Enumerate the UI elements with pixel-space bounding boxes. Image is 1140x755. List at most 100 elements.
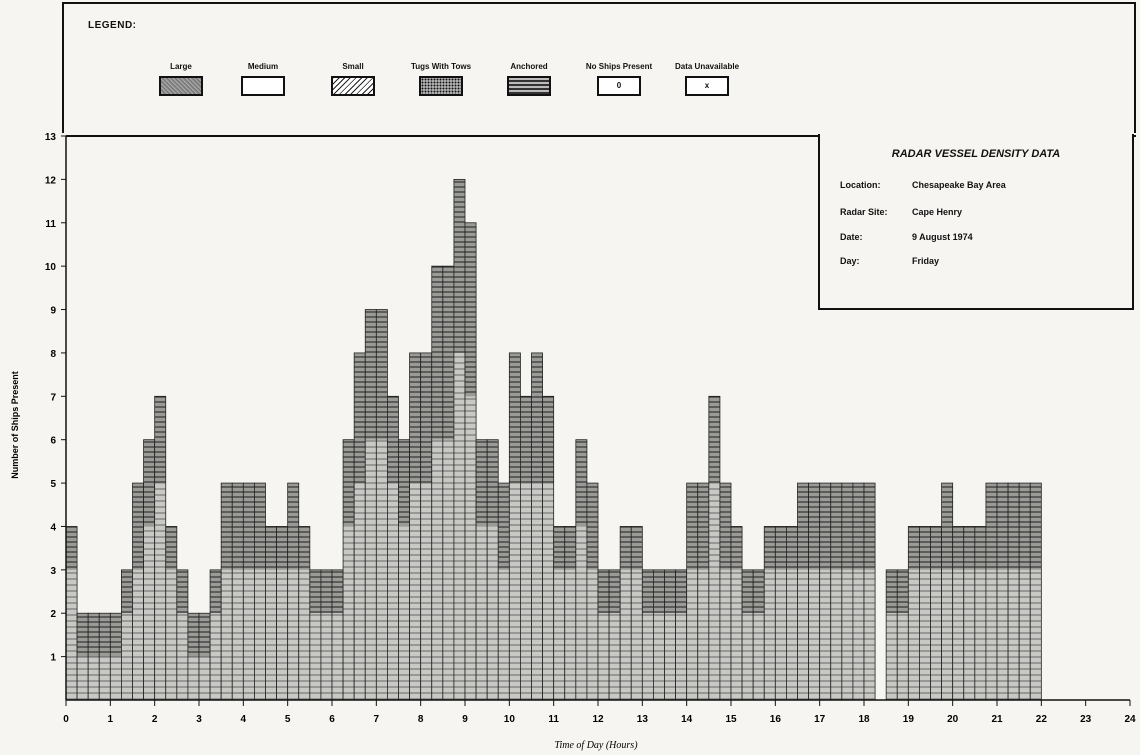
- bar-segment: [841, 483, 853, 570]
- bar-segment: [653, 613, 665, 700]
- bar-segment: [864, 483, 876, 570]
- bar: [564, 526, 577, 701]
- bar-segment: [797, 483, 809, 570]
- bar: [830, 482, 843, 701]
- legend-item-na: Data Unavailable x: [662, 30, 752, 96]
- bar: [242, 482, 255, 701]
- bar-segment: [431, 266, 443, 440]
- bar-segment: [886, 613, 898, 700]
- bar: [608, 569, 621, 701]
- legend-item-tugs: Tugs With Tows: [396, 30, 486, 96]
- x-tick-label: 6: [329, 714, 335, 725]
- bar: [464, 222, 477, 701]
- bar-segment: [631, 526, 643, 570]
- bar-segment: [376, 439, 388, 700]
- x-tick-label: 20: [947, 714, 959, 725]
- bar-segment: [808, 569, 820, 700]
- bar: [387, 395, 399, 701]
- bar-segment: [387, 396, 399, 484]
- bar: [65, 526, 78, 701]
- bar-segment: [1008, 569, 1020, 700]
- info-key: Radar Site:: [840, 207, 888, 217]
- y-tick-label: 13: [45, 132, 57, 143]
- bar-segment: [675, 569, 687, 614]
- legend-label: Medium: [247, 62, 279, 71]
- bar-segment: [132, 569, 144, 700]
- bar-segment: [808, 483, 820, 570]
- bar: [132, 482, 144, 701]
- y-tick-label: 6: [50, 436, 56, 447]
- bar-segment: [487, 526, 499, 700]
- x-tick-label: 15: [725, 714, 737, 725]
- bar-segment: [564, 569, 576, 700]
- bar: [287, 482, 300, 701]
- bar-segment: [609, 569, 621, 614]
- bar: [930, 526, 942, 701]
- bar-segment: [609, 613, 621, 700]
- legend-label: Small: [342, 62, 364, 71]
- bar-segment: [575, 439, 587, 527]
- bar-segment: [498, 483, 510, 570]
- bar: [320, 569, 333, 701]
- bar-segment: [919, 569, 931, 700]
- bar-segment: [564, 526, 576, 570]
- bar-segment: [642, 613, 654, 700]
- bar-segment: [132, 483, 144, 570]
- bar-segment: [465, 396, 477, 700]
- bar-segment: [332, 613, 344, 700]
- bar-segment: [797, 569, 809, 700]
- bar-segment: [232, 483, 244, 570]
- bar-segment: [531, 352, 543, 484]
- bar-segment: [697, 483, 709, 570]
- bar-segment: [520, 483, 532, 700]
- x-tick-label: 21: [991, 714, 1003, 725]
- bar-segment: [376, 309, 388, 440]
- legend-item-small: Small: [308, 30, 398, 96]
- info-key: Date:: [840, 232, 863, 242]
- bar: [431, 265, 444, 701]
- bar: [342, 439, 355, 701]
- bar: [819, 482, 832, 701]
- bar-segment: [753, 569, 765, 614]
- bar-segment: [708, 483, 720, 700]
- bar-segment: [320, 613, 332, 700]
- bar: [974, 526, 987, 701]
- bar-segment: [708, 396, 720, 484]
- bar-segment: [66, 569, 78, 700]
- bar-segment: [221, 569, 233, 700]
- legend-label: Anchored: [510, 62, 548, 71]
- y-tick-label: 10: [45, 262, 57, 273]
- bar-segment: [642, 569, 654, 614]
- bar-segment: [154, 396, 166, 484]
- x-tick-label: 7: [374, 714, 380, 725]
- bar-segment: [176, 613, 188, 700]
- bar: [143, 439, 156, 701]
- bar-segment: [88, 613, 100, 657]
- bar: [364, 309, 377, 701]
- bar-segment: [719, 569, 731, 700]
- bar-segment: [420, 352, 432, 484]
- y-tick-label: 11: [45, 219, 56, 230]
- bar: [797, 482, 809, 701]
- bar-segment: [997, 569, 1009, 700]
- bar-segment: [354, 483, 366, 700]
- bar-segment: [199, 613, 211, 657]
- bar-segment: [77, 656, 89, 700]
- bar: [852, 482, 865, 701]
- bar-segment: [941, 569, 953, 700]
- bar-segment: [154, 483, 166, 700]
- bar: [741, 569, 754, 701]
- bar: [952, 526, 965, 701]
- bar-segment: [819, 483, 831, 570]
- x-tick-label: 23: [1080, 714, 1092, 725]
- bar-segment: [653, 569, 665, 614]
- y-axis-label: Number of Ships Present: [10, 371, 20, 479]
- x-tick-label: 14: [681, 714, 693, 725]
- bar-segment: [320, 569, 332, 614]
- bar: [730, 526, 743, 701]
- bar: [409, 352, 422, 701]
- bar-segment: [542, 396, 554, 484]
- legend-item-medium: Medium: [218, 30, 308, 96]
- bar-segment: [77, 613, 89, 657]
- bar: [1018, 482, 1031, 701]
